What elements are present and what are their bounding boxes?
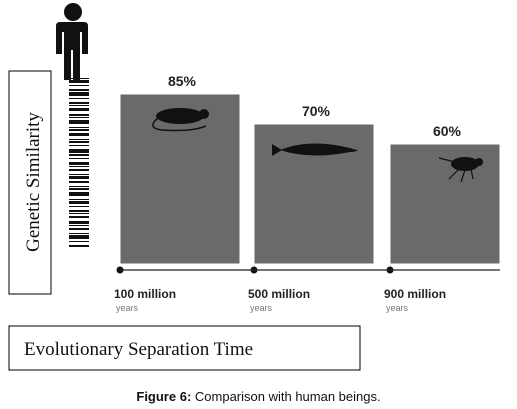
barcode-stripe <box>69 245 89 247</box>
caption-prefix: Figure 6: <box>136 389 192 404</box>
barcode-stripe <box>69 102 89 104</box>
barcode-stripe <box>69 169 89 171</box>
y-label-frame <box>8 70 52 295</box>
dna-barcode-icon <box>69 78 89 247</box>
barcode-stripe <box>69 221 89 224</box>
barcode-stripe <box>69 199 89 200</box>
barcode-stripe <box>69 201 89 204</box>
barcode-stripe <box>69 233 89 234</box>
barcode-stripe <box>69 176 89 179</box>
barcode-stripe <box>69 210 89 212</box>
barcode-stripe <box>69 85 89 86</box>
value-label: 60% <box>433 123 462 139</box>
x-tick-label: 500 million <box>248 287 310 301</box>
barcode-stripe <box>69 105 89 106</box>
barcode-stripe <box>69 78 89 79</box>
barcode-stripe <box>69 114 89 116</box>
barcode-stripe <box>69 117 89 118</box>
bar <box>389 143 501 265</box>
barcode-stripe <box>69 149 89 153</box>
barcode-stripe <box>69 98 89 99</box>
barcode-stripe <box>69 89 89 91</box>
y-axis-label: Genetic Similarity <box>23 112 44 252</box>
bars: 85% 100 million years 70% 500 million years 60… <box>114 73 501 313</box>
barcode-stripe <box>69 145 89 146</box>
fish-icon <box>272 143 358 156</box>
barcode-stripe <box>69 139 89 140</box>
barcode-stripe <box>69 141 89 143</box>
fly-icon <box>438 157 483 183</box>
barcode-stripe <box>69 225 89 226</box>
caption-text: Comparison with human beings. <box>191 389 381 404</box>
barcode-stripe <box>69 174 89 175</box>
barcode-stripe <box>69 80 89 83</box>
value-label: 70% <box>302 103 331 119</box>
human-figure-icon <box>56 3 88 80</box>
x-tick-sublabel: years <box>116 303 139 313</box>
barcode-stripe <box>69 120 89 124</box>
barcode-stripe <box>69 192 89 196</box>
figure-caption: Figure 6: Comparison with human beings. <box>0 389 517 404</box>
barcode-stripe <box>69 188 89 190</box>
barcode-stripe <box>69 133 89 136</box>
barcode-stripe <box>69 216 89 218</box>
x-label-frame <box>8 325 361 371</box>
barcode-stripe <box>69 186 89 187</box>
barcode-stripe <box>69 228 89 230</box>
x-tick-sublabel: years <box>250 303 273 313</box>
barcode-stripe <box>69 92 89 96</box>
barcode-stripe <box>69 154 89 156</box>
rat-icon <box>152 108 209 132</box>
value-label: 85% <box>168 73 197 89</box>
x-axis-label: Evolutionary Separation Time <box>24 339 253 360</box>
barcode-stripe <box>69 235 89 239</box>
barcode-stripe <box>69 241 89 242</box>
x-tick-label: 100 million <box>114 287 176 301</box>
barcode-stripe <box>69 166 89 167</box>
barcode-stripe <box>69 213 89 214</box>
barcode-stripe <box>69 127 89 128</box>
barcode-stripe <box>69 206 89 207</box>
x-tick-sublabel: years <box>386 303 409 313</box>
x-tick-label: 900 million <box>384 287 446 301</box>
barcode-stripe <box>69 181 89 183</box>
barcode-stripe <box>69 108 89 111</box>
barcode-stripe <box>69 162 89 165</box>
barcode-stripe <box>69 129 89 131</box>
barcode-stripe <box>69 158 89 159</box>
